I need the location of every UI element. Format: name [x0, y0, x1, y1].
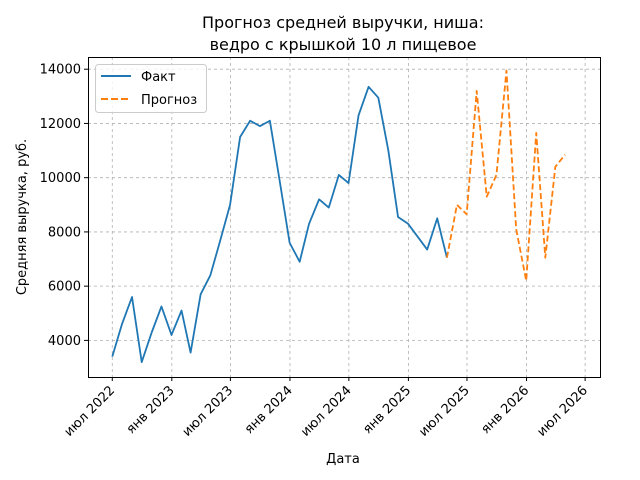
series-line-forecast	[446, 69, 566, 282]
y-tick-label: 4000	[48, 334, 81, 349]
grid-lines	[88, 57, 600, 377]
y-tick-label: 8000	[48, 225, 81, 240]
y-tick-label: 14000	[40, 63, 81, 78]
legend: Факт Прогноз	[95, 64, 207, 113]
series-lines	[111, 69, 566, 363]
y-tick-label: 10000	[40, 171, 81, 186]
y-tick-label: 6000	[48, 280, 81, 295]
chart-title-line-2: ведро с крышкой 10 л пищевое	[210, 35, 477, 54]
y-tick-label: 12000	[40, 117, 81, 132]
x-axis-label: Дата	[326, 452, 360, 467]
plot-frame	[88, 57, 601, 378]
legend-label-forecast: Прогноз	[141, 93, 197, 108]
chart-title-line-1: Прогноз средней выручки, ниша:	[202, 13, 484, 32]
y-axis: 4000 6000 8000 10000 12000 14000	[40, 63, 88, 349]
y-axis-label: Средняя выручка, руб.	[15, 139, 30, 295]
series-line-fact	[111, 85, 448, 363]
legend-label-fact: Факт	[141, 70, 176, 85]
